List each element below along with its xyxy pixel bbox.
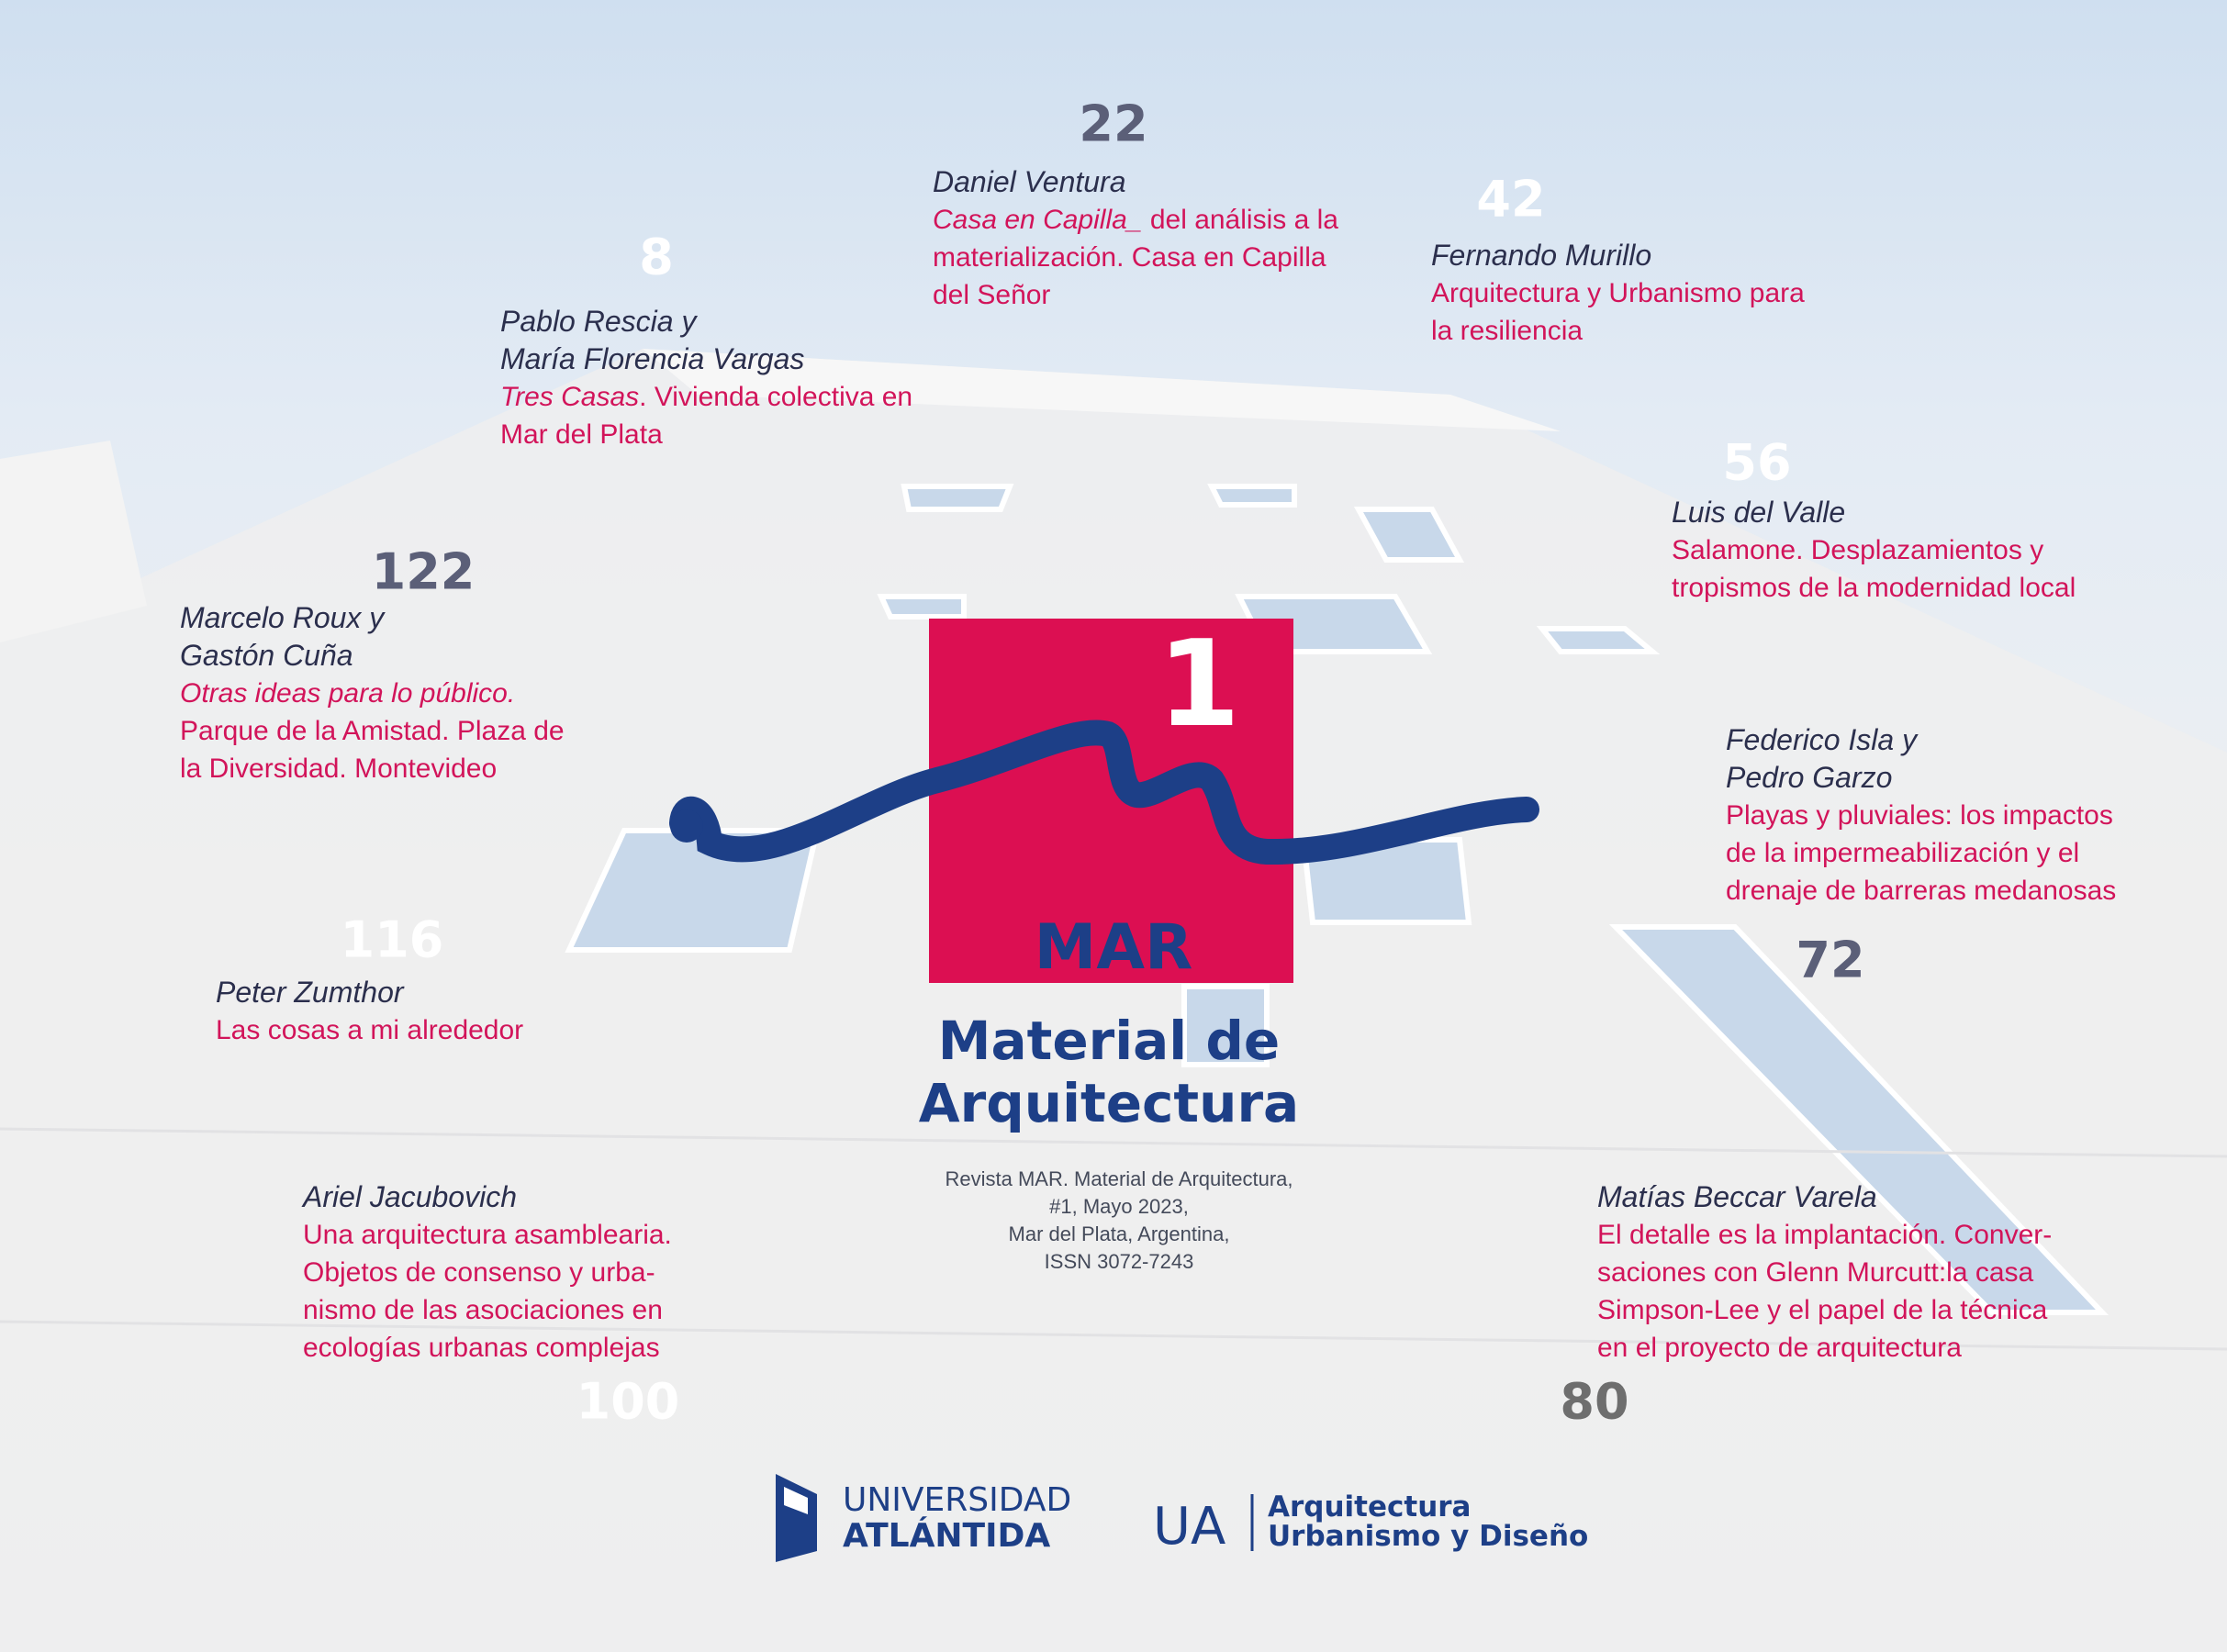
article: Marcelo Roux y Gastón Cuña Otras ideas par… [180, 599, 565, 787]
page-number: 116 [340, 910, 444, 969]
title-line: materialización. Casa en Capilla [933, 242, 1326, 273]
title-line: Objetos de consenso y urba- [303, 1257, 655, 1288]
author: Fernando Murillo [1431, 239, 1652, 272]
author: María Florencia Vargas [500, 342, 805, 375]
title-line: en el proyecto de arquitectura [1597, 1333, 1962, 1363]
title-italic: Tres Casas [500, 382, 640, 412]
title-line: tropismos de la modernidad local [1672, 573, 2076, 603]
wave-end [670, 809, 703, 843]
title-line: Simpson-Lee y el papel de la técnica [1597, 1295, 2048, 1325]
article: Pablo Rescia y María Florencia Vargas Tres… [500, 303, 912, 453]
university-name: UNIVERSIDAD [843, 1481, 1071, 1519]
title-line: saciones con Glenn Murcutt:la casa [1597, 1257, 2034, 1288]
author: Federico Isla y [1726, 723, 1918, 756]
page-number: 100 [576, 1372, 680, 1431]
faculty-name: Urbanismo y Diseño [1268, 1520, 1588, 1553]
wave [669, 720, 1539, 865]
page-number: 56 [1722, 433, 1792, 492]
title-line: Playas y pluviales: los impactos [1726, 800, 2113, 831]
faculty-name: Arquitectura [1268, 1490, 1471, 1524]
imprint-line: Mar del Plata, Argentina, [1008, 1222, 1230, 1245]
title-line: la resiliencia [1431, 316, 1584, 346]
article: Peter Zumthor Las cosas a mi alrededor [216, 974, 523, 1049]
page-number: 42 [1476, 170, 1546, 229]
title-text: del análisis a la [1142, 205, 1338, 235]
issue-number: 1 [1158, 614, 1240, 753]
imprint-line: #1, Mayo 2023, [1049, 1195, 1189, 1218]
title-line: Arquitectura y Urbanismo para [1431, 278, 1805, 308]
article: Federico Isla y Pedro Garzo Playas y pluvi… [1726, 721, 2116, 910]
author: Gastón Cuña [180, 639, 353, 672]
title-line: Casa en Capilla_ del análisis a la [933, 201, 1338, 239]
logo-name: MAR [1035, 911, 1193, 984]
author: Marcelo Roux y [180, 601, 385, 634]
title-italic: Otras ideas para lo público. [180, 678, 516, 709]
article: Fernando Murillo Arquitectura y Urbanismo… [1431, 237, 1805, 350]
article: Ariel Jacubovich Una arquitectura asamble… [303, 1178, 672, 1367]
title-line: El detalle es la implantación. Conver- [1597, 1220, 2053, 1250]
title-line: Una arquitectura asamblearia. [303, 1220, 672, 1250]
author: Peter Zumthor [216, 976, 404, 1009]
logo-subtitle: Material de Arquitectura [918, 1010, 1300, 1134]
article: Luis del Valle Salamone. Desplazamientos … [1672, 494, 2076, 607]
page-number: 8 [639, 228, 674, 286]
imprint-line: ISSN 3072-7243 [1044, 1250, 1194, 1273]
page-number: 80 [1560, 1372, 1629, 1431]
title-text: . Vivienda colectiva en [639, 382, 913, 412]
title-line: Otras ideas para lo público. [180, 675, 565, 712]
title-line: Salamone. Desplazamientos y [1672, 535, 2044, 565]
author: Daniel Ventura [933, 165, 1126, 198]
title-line: Tres Casas. Vivienda colectiva en [500, 378, 912, 416]
imprint: Revista MAR. Material de Arquitectura, #1… [935, 1166, 1303, 1276]
article: Daniel Ventura Casa en Capilla_ del análi… [933, 163, 1338, 314]
page-number: 72 [1796, 931, 1865, 989]
author: Pablo Rescia y [500, 305, 697, 338]
title-line: Parque de la Amistad. Plaza de [180, 716, 565, 746]
title-line: Las cosas a mi alrededor [216, 1015, 524, 1045]
page-number: 22 [1079, 95, 1148, 153]
title-line: ecologías urbanas complejas [303, 1333, 660, 1363]
title-italic: Casa en Capilla_ [933, 205, 1143, 235]
title-line: drenaje de barreras medanosas [1726, 876, 2117, 906]
author: Ariel Jacubovich [303, 1180, 517, 1213]
university-mark [776, 1474, 817, 1562]
title-line: del Señor [933, 280, 1051, 310]
title-line: nismo de las asociaciones en [303, 1295, 663, 1325]
title-line: de la impermeabilización y el [1726, 838, 2080, 868]
university-name: ATLÁNTIDA [843, 1516, 1050, 1555]
faculty-mark: UA [1153, 1497, 1225, 1557]
author: Matías Beccar Varela [1597, 1180, 1877, 1213]
page-number: 122 [371, 542, 476, 601]
author: Luis del Valle [1672, 496, 1846, 529]
imprint-line: Revista MAR. Material de Arquitectura, [945, 1167, 1293, 1190]
title-line: Mar del Plata [500, 419, 663, 450]
title-line: la Diversidad. Montevideo [180, 753, 498, 784]
author: Pedro Garzo [1726, 761, 1893, 794]
article: Matías Beccar Varela El detalle es la imp… [1597, 1178, 2052, 1367]
